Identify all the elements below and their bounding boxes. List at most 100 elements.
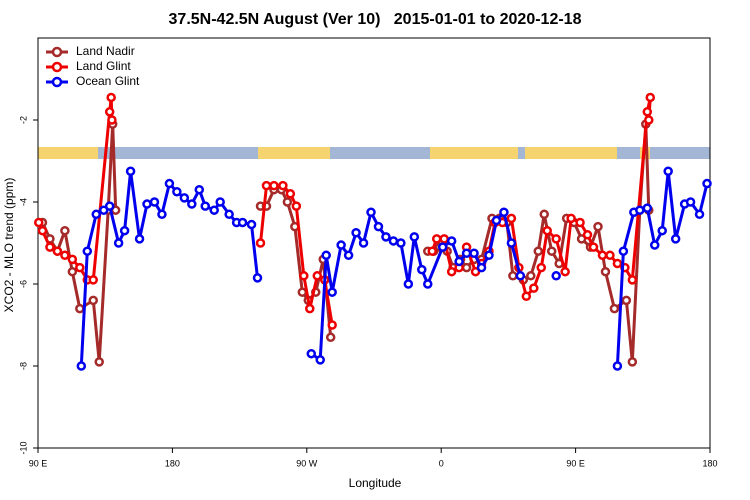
data-point [506, 238, 517, 248]
data-point [612, 258, 623, 269]
data-point [305, 303, 315, 314]
data-point [278, 180, 288, 191]
data-point [560, 266, 570, 277]
data-point [94, 357, 104, 367]
y-tick-label: -10 [18, 441, 28, 454]
data-point [75, 303, 85, 314]
x-axis-label: Longitude [349, 476, 402, 490]
data-point [172, 187, 182, 197]
data-point [403, 279, 414, 289]
data-point [470, 266, 481, 277]
data-point [529, 283, 539, 293]
data-point [446, 266, 457, 277]
legend-marker [51, 61, 63, 73]
data-point [694, 209, 705, 220]
y-tick-label: -6 [18, 280, 28, 288]
data-point [327, 320, 337, 330]
data-point [575, 217, 585, 228]
data-point [396, 238, 406, 248]
data-point [644, 115, 654, 125]
data-point [134, 234, 145, 244]
data-point [209, 205, 219, 215]
data-point [343, 250, 354, 261]
data-point [164, 178, 175, 189]
data-point [325, 332, 336, 343]
data-point [157, 209, 167, 220]
data-point [98, 205, 109, 215]
data-point [627, 357, 638, 367]
data-point [282, 197, 293, 207]
data-point [104, 107, 115, 117]
data-point [439, 234, 449, 244]
data-point [321, 250, 331, 261]
data-point [605, 250, 615, 261]
data-point [67, 254, 78, 265]
data-point [336, 240, 346, 250]
data-point [642, 203, 653, 213]
data-point [621, 295, 632, 306]
data-point [663, 166, 673, 176]
legend-label: Ocean Glint [76, 74, 140, 88]
data-point [106, 92, 116, 103]
data-point [469, 248, 479, 258]
data-point [366, 207, 376, 217]
data-point [536, 262, 547, 273]
data-point [431, 234, 442, 244]
data-point [315, 355, 325, 365]
legend-label: Land Glint [76, 59, 131, 73]
data-point [224, 209, 234, 220]
data-point [67, 266, 78, 277]
y-axis-label: XCO2 - MLO trend (ppm) [2, 178, 16, 313]
data-point [593, 221, 603, 232]
data-point [149, 197, 160, 207]
data-point [261, 180, 272, 191]
data-point [45, 242, 55, 252]
data-point [588, 242, 599, 252]
data-point [454, 256, 464, 267]
data-point [33, 217, 44, 228]
x-tick-label: 90 E [566, 458, 585, 468]
data-point [539, 209, 549, 220]
data-point [52, 246, 63, 256]
data-point [312, 271, 323, 281]
data-point [657, 225, 667, 236]
data-point [461, 262, 472, 273]
data-point [649, 240, 660, 250]
data-point [269, 180, 279, 191]
data-point [104, 201, 115, 211]
data-point [526, 271, 536, 281]
data-point [642, 107, 653, 117]
data-point [618, 246, 629, 256]
data-point [582, 230, 593, 240]
data-point [566, 213, 576, 224]
data-point [423, 279, 433, 289]
data-point [388, 236, 399, 246]
data-point [476, 262, 487, 273]
data-point [82, 246, 93, 256]
data-point [612, 361, 623, 371]
data-point [75, 262, 85, 273]
data-point [285, 189, 296, 199]
data-point [113, 238, 124, 248]
data-point [427, 246, 437, 256]
data-point [521, 291, 532, 302]
legend-marker [51, 46, 63, 58]
data-point [194, 184, 205, 195]
legend-label: Land Nadir [76, 44, 135, 58]
data-point [609, 303, 620, 314]
data-point [600, 266, 611, 277]
data-point [542, 225, 552, 236]
data-point [358, 238, 369, 248]
series-line [79, 169, 709, 367]
data-point [508, 271, 518, 281]
data-point [685, 197, 696, 207]
x-tick-label: 0 [439, 458, 444, 468]
data-point [351, 228, 361, 238]
data-point [515, 271, 526, 281]
data-point [417, 264, 427, 275]
data-point [627, 275, 638, 285]
y-tick-label: -4 [18, 198, 28, 206]
data-point [179, 193, 190, 203]
data-point [670, 234, 681, 244]
data-point [237, 217, 248, 228]
